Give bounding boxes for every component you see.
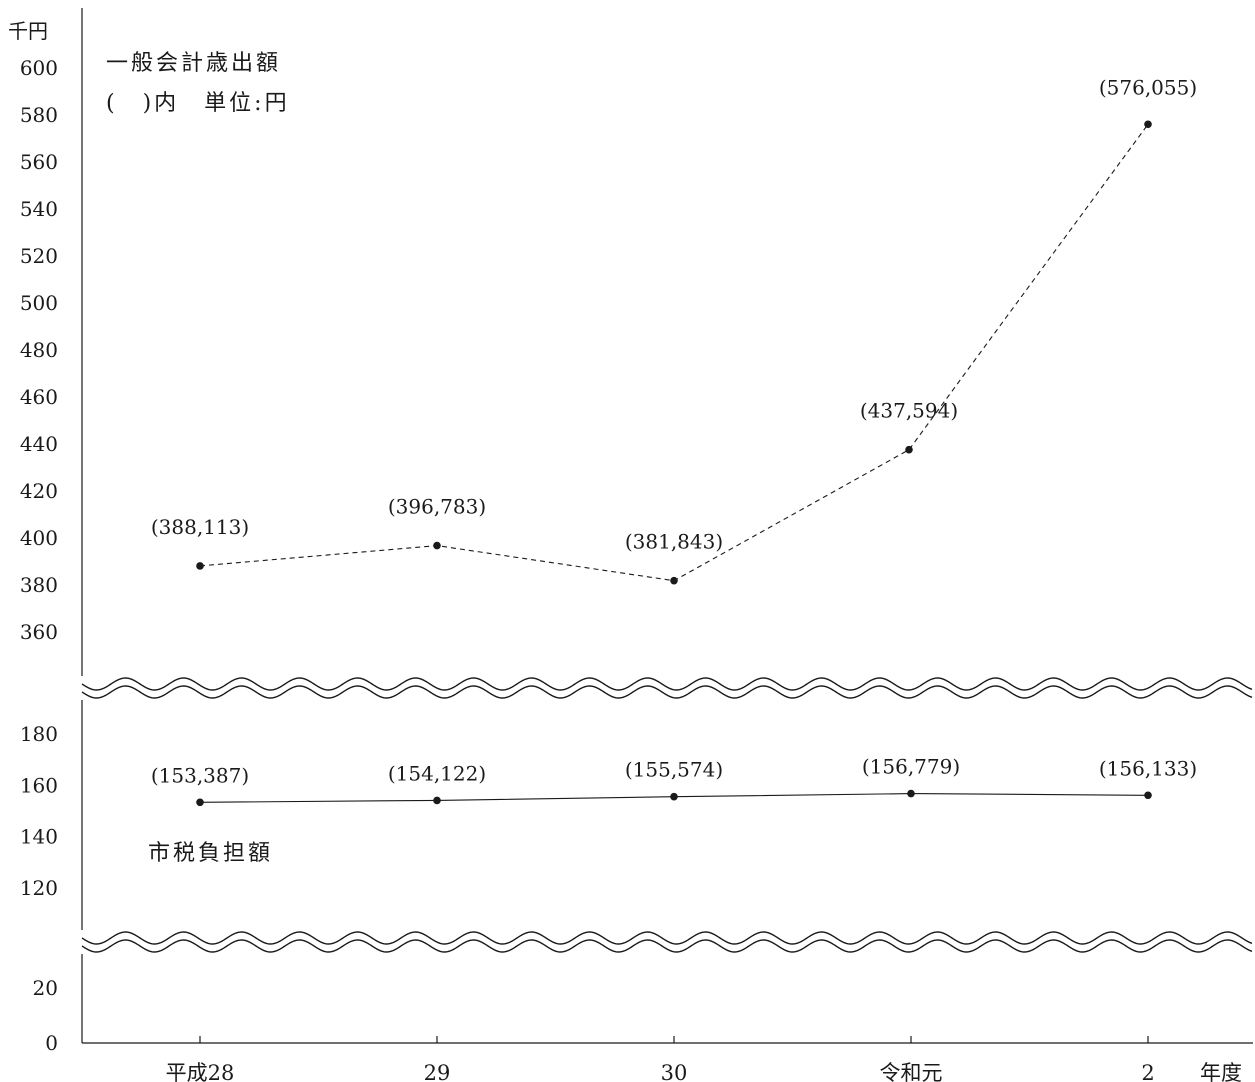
series1-title: 一般会計歳出額 [106,51,281,76]
y-tick-label: 440 [20,432,58,456]
x-tick-label: 29 [424,1061,451,1082]
series-group: (388,113) (396,783) (381,843) (437,594) (576… [151,75,1197,807]
y-tick-label: 360 [20,620,58,644]
series-point [1144,120,1152,129]
series-point [670,576,678,585]
axis-break-mask [76,930,1255,954]
y-tick-label: 160 [20,773,58,797]
series-point [1144,791,1152,800]
data-label: (156,779) [862,755,960,779]
series-point [433,796,441,805]
y-tick-label: 460 [20,385,58,409]
series1-note: ( )内 単位:円 [106,91,290,116]
data-label: (156,133) [1099,756,1197,780]
y-tick-label: 600 [20,56,58,80]
data-label: (396,783) [388,495,486,519]
axis-break-wave [81,939,1253,953]
y-tick-label: 520 [20,244,58,268]
series-point [670,792,678,801]
x-tick-label: 2 [1141,1061,1154,1082]
data-label: (437,594) [860,399,958,423]
axis-break-wave [81,677,1253,691]
y-tick-label: 480 [20,338,58,362]
axis-breaks [76,676,1255,954]
series-point [196,562,204,570]
y-tick-label: 180 [20,722,58,746]
series-line-1 [199,123,1149,582]
series-point [905,445,913,454]
axes [81,8,1253,1044]
x-tick-labels: 平成28 29 30 令和元 2 [166,1061,1155,1082]
y-tick-label: 420 [20,479,58,503]
y-tick-label: 380 [20,573,58,597]
y-tick-labels: 360 380 400 420 440 460 480 500 520 540 560 580 600 1… [20,56,58,1055]
series-point [196,798,204,807]
x-tick-label: 令和元 [880,1061,943,1082]
y-unit-label: 千円 [8,19,48,43]
data-label: (155,574) [625,758,723,782]
y-tick-label: 120 [20,876,58,900]
data-label: (576,055) [1099,75,1197,99]
y-tick-label: 540 [20,197,58,221]
axis-break-wave [81,931,1253,945]
data-label: (381,843) [625,530,723,554]
x-unit-label: 年度 [1200,1061,1242,1082]
y-tick-label: 580 [20,103,58,127]
y-tick-label: 0 [45,1031,58,1055]
axis-break-wave [81,685,1253,699]
series2-title: 市税負担額 [148,841,273,866]
data-label: (388,113) [151,515,249,539]
y-tick-label: 560 [20,150,58,174]
data-label: (154,122) [388,761,486,785]
data-label: (153,387) [151,763,249,787]
y-tick-label: 500 [20,291,58,315]
x-tick-label: 30 [661,1061,688,1082]
y-tick-label: 140 [20,825,58,849]
series-point [433,541,441,550]
y-tick-label: 20 [33,976,58,1000]
axis-break-mask [76,676,1255,700]
series-point [907,789,915,798]
y-tick-label: 400 [20,526,58,550]
x-tick-label: 平成28 [166,1061,235,1082]
